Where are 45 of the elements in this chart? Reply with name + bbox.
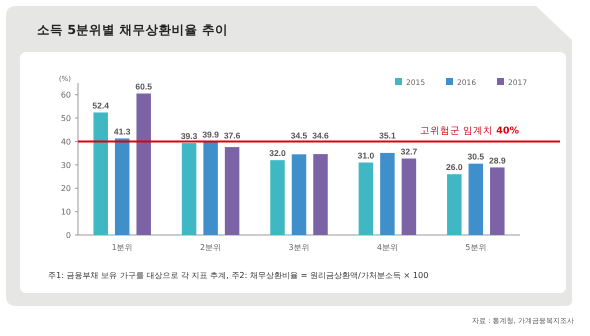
bar (93, 112, 108, 235)
bar (447, 174, 462, 235)
y-tick-label: 10 (60, 208, 71, 217)
data-label: 31.0 (358, 150, 374, 161)
data-label: 39.3 (180, 131, 198, 142)
y-tick-label: 40 (60, 137, 71, 146)
bar (182, 143, 196, 235)
bar (270, 160, 285, 235)
data-label: 34.6 (312, 130, 330, 140)
bar (490, 167, 505, 235)
y-tick-label: 20 (60, 184, 71, 194)
bar (468, 164, 484, 235)
x-tick-label: 2분위 (200, 243, 222, 252)
data-label: 28.9 (489, 155, 506, 166)
data-label: 32.0 (269, 148, 286, 158)
data-label: 52.4 (92, 100, 110, 110)
bar (313, 154, 328, 235)
bar (292, 154, 306, 235)
bar (402, 158, 416, 235)
chart-title: 소득 5분위별 채무상환비율 추이 (37, 22, 228, 37)
data-label: 30.5 (468, 152, 484, 162)
x-tick-label: 5분위 (465, 243, 486, 252)
data-label: 32.7 (400, 146, 418, 157)
data-label: 26.0 (446, 162, 463, 172)
data-label: 39.9 (202, 130, 220, 140)
bar (358, 162, 374, 235)
bar (136, 94, 151, 235)
data-label: 37.6 (224, 130, 241, 140)
ref-line-label: 고위험군 임계치 40% (420, 125, 520, 136)
x-tick-label: 4분위 (376, 243, 398, 252)
x-tick-label: 1분위 (112, 243, 133, 252)
x-tick-label: 3분위 (288, 243, 310, 252)
y-tick-label: 60 (60, 90, 71, 100)
data-label: 34.5 (290, 130, 308, 140)
data-label: 35.1 (379, 130, 396, 140)
bar (380, 152, 395, 235)
y-tick-label: 0 (66, 231, 71, 240)
text: 주1: 금융부채 보유 가구를 대상으로 각 지표 추계, 주2: 채무상환비율 = 원리금상환액/가처분소득 × 100 (48, 270, 428, 280)
data-label: 41.3 (114, 126, 131, 136)
bar (203, 142, 218, 235)
bar (224, 147, 240, 235)
bar (114, 138, 130, 235)
data-label: 60.5 (135, 82, 152, 92)
y-tick-label: 50 (60, 114, 71, 124)
y-tick-label: 30 (60, 160, 71, 170)
